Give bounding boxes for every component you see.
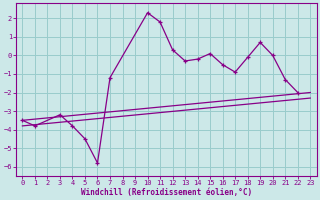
X-axis label: Windchill (Refroidissement éolien,°C): Windchill (Refroidissement éolien,°C) <box>81 188 252 197</box>
